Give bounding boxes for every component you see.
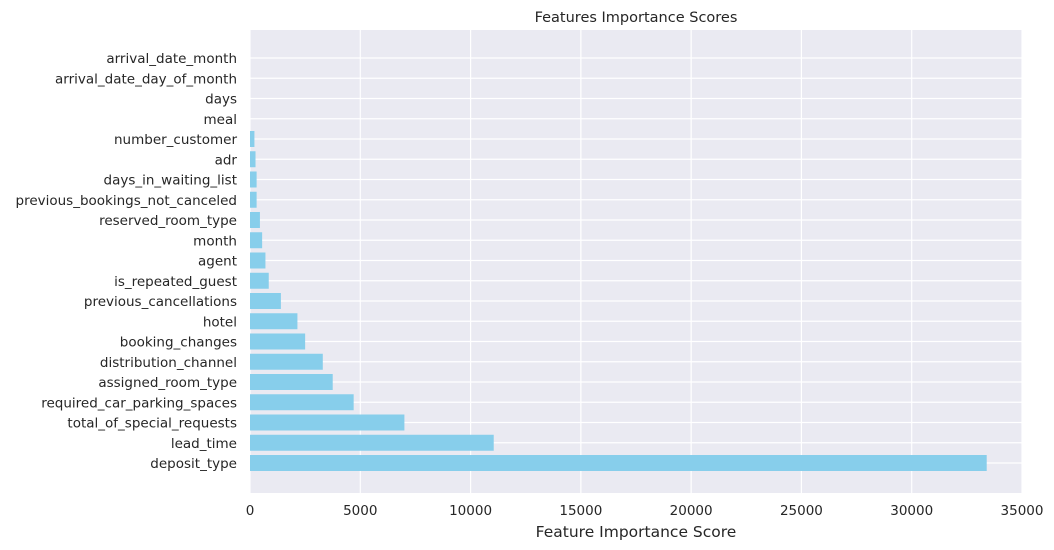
- bar: [250, 353, 323, 370]
- bar: [250, 293, 281, 309]
- bar: [250, 313, 298, 330]
- bar: [250, 374, 333, 390]
- bar: [250, 272, 269, 289]
- y-tick-label: is_repeated_guest: [114, 274, 237, 290]
- bar: [250, 394, 354, 411]
- bar: [250, 171, 257, 188]
- x-tick-label: 30000: [890, 503, 933, 519]
- y-tick-label: required_car_parking_spaces: [41, 395, 237, 411]
- x-tick-label: 5000: [343, 503, 377, 519]
- y-tick-labels: deposit_type lead_time total_of_special_re…: [16, 51, 238, 472]
- bar: [250, 455, 987, 471]
- y-tick-label: days_in_waiting_list: [104, 173, 237, 189]
- x-axis-label: Feature Importance Score: [536, 523, 737, 541]
- bar: [250, 151, 256, 168]
- x-tick-label: 20000: [670, 503, 713, 519]
- y-tick-label: arrival_date_month: [106, 51, 237, 67]
- x-tick-label: 25000: [780, 503, 823, 519]
- bar: [250, 232, 263, 249]
- y-tick-label: adr: [215, 152, 238, 168]
- x-tick-labels: 0 5000 10000 15000 20000 25000 30000 35000: [246, 503, 1044, 519]
- bar: [250, 252, 266, 269]
- y-tick-label: agent: [198, 254, 237, 270]
- bar: [250, 212, 260, 228]
- x-tick-label: 0: [246, 503, 255, 519]
- y-tick-label: booking_changes: [120, 335, 237, 351]
- bar: [250, 414, 405, 431]
- y-tick-label: previous_bookings_not_canceled: [16, 193, 238, 209]
- y-tick-label: deposit_type: [150, 456, 237, 472]
- y-tick-label: reserved_room_type: [99, 213, 237, 229]
- y-tick-label: hotel: [203, 314, 237, 330]
- x-tick-label: 35000: [1001, 503, 1044, 519]
- y-tick-label: arrival_date_day_of_month: [55, 71, 237, 87]
- bar: [250, 191, 257, 208]
- bars: [250, 131, 987, 471]
- bar: [250, 434, 494, 451]
- bar: [250, 131, 255, 147]
- y-tick-label: total_of_special_requests: [67, 416, 237, 432]
- y-tick-label: lead_time: [171, 436, 237, 452]
- x-tick-label: 10000: [449, 503, 492, 519]
- chart-title: Features Importance Scores: [535, 10, 738, 26]
- x-tick-label: 15000: [559, 503, 602, 519]
- y-tick-label: meal: [204, 112, 237, 128]
- y-tick-label: days: [205, 92, 237, 108]
- y-tick-label: previous_cancellations: [84, 294, 237, 310]
- y-tick-label: distribution_channel: [100, 355, 237, 371]
- bar: [250, 333, 306, 350]
- y-tick-label: month: [193, 233, 237, 249]
- y-tick-label: assigned_room_type: [98, 375, 237, 391]
- y-tick-label: number_customer: [114, 132, 237, 148]
